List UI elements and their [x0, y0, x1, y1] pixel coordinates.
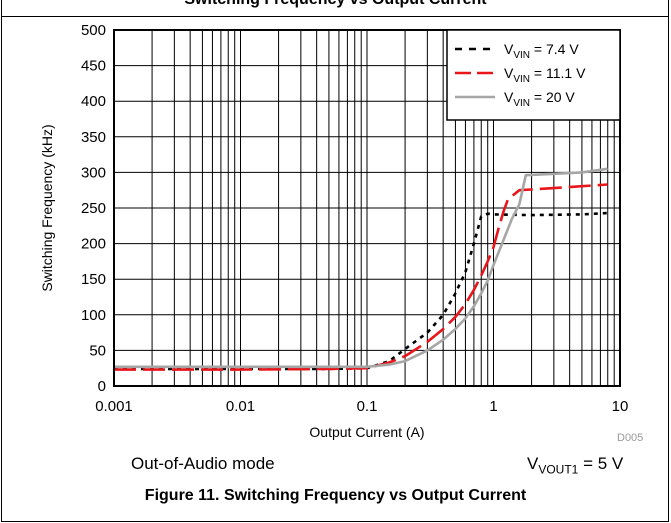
chart-title: Switching Frequency vs Output Current	[0, 0, 671, 9]
title-rule	[1, 16, 669, 17]
series-line-2	[114, 183, 608, 371]
y-tick-label: 0	[98, 378, 106, 395]
y-tick-label: 250	[81, 200, 106, 217]
x-tick-label: 10	[612, 398, 629, 415]
plot-border	[113, 29, 621, 387]
y-tick-label: 100	[81, 307, 106, 324]
legend-box	[446, 29, 621, 121]
y-tick-label: 300	[81, 164, 106, 181]
x-tick-label: 1	[489, 398, 497, 415]
vout-rest: = 5 V	[578, 454, 624, 473]
legend-label-3: VVIN = 20 V	[504, 89, 575, 109]
legend-label-2: VVIN = 11.1 V	[504, 65, 586, 85]
vout-sub: VOUT1	[538, 462, 579, 477]
x-tick-label: 0.001	[95, 398, 133, 415]
y-axis-label: Switching Frequency (kHz)	[39, 124, 55, 291]
x-tick-label: 0.1	[357, 398, 378, 415]
figure-caption: Figure 11. Switching Frequency vs Output…	[144, 487, 527, 504]
vout-label: VVOUT1 = 5 V	[527, 454, 623, 476]
x-tick-label: 0.01	[226, 398, 255, 415]
legend: VVIN = 7.4 V VVIN = 11.1 V VVIN = 20 V	[446, 29, 621, 121]
vout-main: V	[527, 454, 539, 473]
y-tick-label: 150	[81, 271, 106, 288]
tick-labels: 0.001 0.01 0.1 1 100501001502002503003504004…	[81, 22, 628, 415]
y-tick-label: 350	[81, 129, 106, 146]
y-tick-label: 50	[89, 342, 106, 359]
y-tick-label: 450	[81, 58, 106, 75]
legend-label-1: VVIN = 7.4 V	[504, 41, 579, 61]
x-axis-label: Output Current (A)	[309, 424, 424, 440]
series-line-3	[114, 167, 608, 369]
series-line-1	[114, 211, 608, 371]
series-lines	[114, 167, 608, 371]
chart: 0.001 0.01 0.1 1 100501001502002503003504004…	[39, 22, 628, 440]
y-tick-label: 200	[81, 236, 106, 253]
y-tick-label: 400	[81, 93, 106, 110]
y-tick-label: 500	[81, 22, 106, 39]
figure-code: D005	[617, 432, 644, 444]
mode-label: Out-of-Audio mode	[131, 454, 275, 473]
